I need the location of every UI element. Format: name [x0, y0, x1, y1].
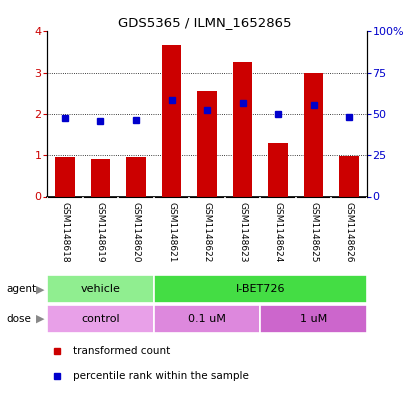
- Text: ▶: ▶: [36, 314, 44, 324]
- Text: agent: agent: [6, 284, 36, 294]
- Text: ▶: ▶: [36, 284, 44, 294]
- Bar: [126, 157, 146, 196]
- Text: control: control: [81, 314, 119, 324]
- Text: GSM1148621: GSM1148621: [166, 202, 175, 263]
- Bar: [232, 62, 252, 196]
- Bar: [47, 275, 153, 303]
- Text: GSM1148624: GSM1148624: [273, 202, 282, 262]
- Bar: [161, 45, 181, 196]
- Text: percentile rank within the sample: percentile rank within the sample: [72, 371, 248, 382]
- Bar: [267, 143, 287, 196]
- Text: GSM1148625: GSM1148625: [308, 202, 317, 263]
- Bar: [90, 158, 110, 196]
- Text: dose: dose: [6, 314, 31, 324]
- Text: GSM1148622: GSM1148622: [202, 202, 211, 262]
- Text: GSM1148618: GSM1148618: [60, 202, 69, 263]
- Text: GSM1148623: GSM1148623: [238, 202, 247, 263]
- Bar: [303, 73, 323, 196]
- Text: I-BET726: I-BET726: [235, 284, 284, 294]
- Text: transformed count: transformed count: [72, 345, 170, 356]
- Bar: [153, 275, 366, 303]
- Text: vehicle: vehicle: [80, 284, 120, 294]
- Bar: [197, 91, 216, 196]
- Bar: [47, 305, 153, 333]
- Bar: [339, 156, 358, 196]
- Text: GSM1148620: GSM1148620: [131, 202, 140, 263]
- Text: GSM1148626: GSM1148626: [344, 202, 353, 263]
- Text: 0.1 uM: 0.1 uM: [188, 314, 225, 324]
- Text: GSM1148619: GSM1148619: [96, 202, 105, 263]
- Bar: [260, 305, 366, 333]
- Text: 1 uM: 1 uM: [299, 314, 326, 324]
- Bar: [153, 305, 260, 333]
- Bar: [55, 157, 74, 196]
- Text: GDS5365 / ILMN_1652865: GDS5365 / ILMN_1652865: [118, 16, 291, 29]
